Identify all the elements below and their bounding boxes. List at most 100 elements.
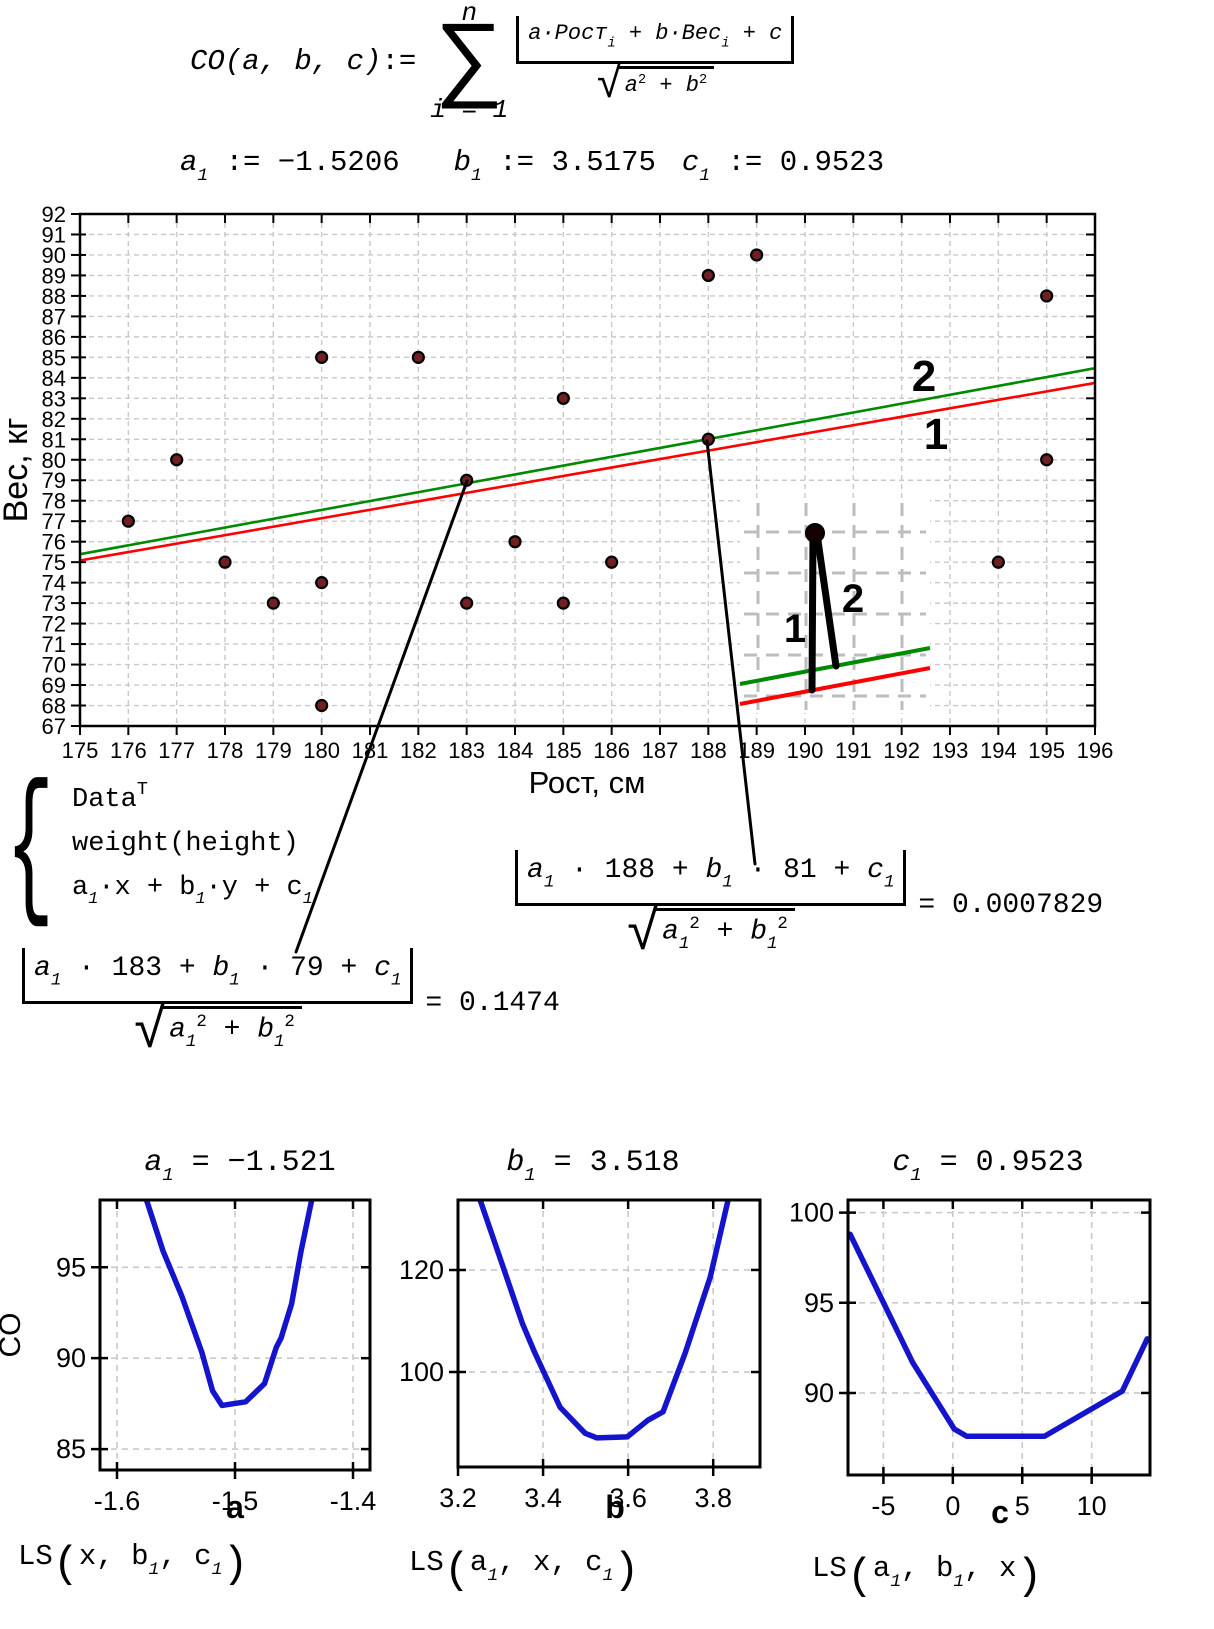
den-exp-b: 2 bbox=[699, 72, 708, 88]
radicand: a2 + b2 bbox=[617, 65, 715, 98]
ls3-open-paren: ( bbox=[846, 1553, 873, 1603]
xaxis-letter-a: a bbox=[226, 1489, 244, 1525]
y-tick-label: 95 bbox=[56, 1252, 86, 1282]
ls3-arg3: x bbox=[998, 1552, 1017, 1585]
ls1-arg3-sub: 1 bbox=[211, 1559, 223, 1580]
ls2-open-paren: ( bbox=[443, 1547, 470, 1597]
dist2-fraction: a1 · 188 + b1 · 81 + c1 √ a12 + b12 bbox=[515, 850, 907, 962]
x-tick-label: 177 bbox=[158, 738, 195, 763]
y-tick-label: 95 bbox=[804, 1288, 834, 1318]
x-tick-label: 186 bbox=[593, 738, 630, 763]
y-tick-label: 100 bbox=[399, 1357, 444, 1387]
plot-trace-list: { DataT weight(height) a1·x + b1·y + c1 bbox=[6, 768, 313, 936]
trace-data: Data bbox=[72, 784, 137, 815]
x-tick-label: 193 bbox=[932, 738, 969, 763]
trace-data-transpose: T bbox=[136, 779, 148, 800]
data-point bbox=[556, 391, 570, 405]
var-c: c bbox=[681, 146, 700, 179]
title-a-value: = −1.521 bbox=[173, 1146, 336, 1180]
y-tick-label: 77 bbox=[42, 509, 66, 534]
y-tick-label: 76 bbox=[42, 530, 66, 555]
fit-line-2 bbox=[79, 366, 1096, 556]
y-tick-label: 87 bbox=[42, 304, 66, 329]
formula-co-args: (a, b, c) bbox=[224, 45, 382, 79]
ls1-arg1: x bbox=[78, 1540, 97, 1573]
y-tick-label: 75 bbox=[42, 550, 66, 575]
data-point bbox=[218, 555, 232, 569]
data-point bbox=[411, 350, 425, 364]
data-point bbox=[701, 268, 715, 283]
d1-a-sub: 1 bbox=[50, 971, 62, 991]
inset-label-2: 2 bbox=[842, 577, 864, 621]
small-chart-c: -5 0 5 10 100 95 90 bbox=[789, 1198, 1152, 1521]
assignments-row: a1 := −1.5206 b1 := 3.5175 c1 := 0.9523 bbox=[180, 146, 884, 186]
formula-co-name: CO bbox=[190, 45, 225, 79]
d2-m2: · 81 + bbox=[732, 855, 868, 886]
trace-row-data: DataT bbox=[72, 778, 313, 818]
y-tick-label: 100 bbox=[789, 1198, 834, 1228]
x-tick-label: 5 bbox=[1015, 1491, 1030, 1521]
title-co-vs-b: b1 = 3.518 bbox=[468, 1146, 718, 1186]
co-curve-b bbox=[477, 1200, 731, 1441]
x-tick-label: 185 bbox=[545, 738, 582, 763]
d1-c-sub: 1 bbox=[390, 971, 402, 991]
ls1-arg2: b bbox=[131, 1540, 149, 1573]
d2-b: b bbox=[705, 855, 723, 886]
data-point bbox=[315, 698, 329, 713]
d2-den-a-sub: 1 bbox=[678, 934, 690, 954]
data-point bbox=[315, 350, 329, 364]
x-tick-label: 190 bbox=[787, 738, 824, 763]
ls2-arg1-sub: 1 bbox=[487, 1565, 499, 1586]
x-tick-label: -1.4 bbox=[330, 1486, 377, 1516]
sum-lower-limit: i = 1 bbox=[430, 95, 509, 126]
data-point bbox=[991, 555, 1005, 569]
y-tick-label: 79 bbox=[42, 468, 66, 493]
x-tick-label: 183 bbox=[448, 738, 485, 763]
y-tick-label: 90 bbox=[56, 1343, 86, 1373]
line-label-1: 1 bbox=[924, 410, 948, 459]
y-tick-label: 69 bbox=[42, 673, 66, 698]
fraction-bar bbox=[515, 902, 907, 906]
ls1-comma1: , bbox=[96, 1540, 132, 1573]
y-tick-label: 80 bbox=[42, 448, 66, 473]
dist1-denominator: √ a12 + b12 bbox=[133, 999, 302, 1064]
d1-den-a: a bbox=[169, 1013, 186, 1045]
dist2-radicand: a12 + b12 bbox=[655, 907, 795, 955]
var-a: a bbox=[180, 146, 198, 179]
trace-brace: { bbox=[6, 761, 55, 942]
den-var-a: a bbox=[624, 72, 638, 98]
trace-m1: ·x + bbox=[98, 873, 180, 904]
data-point bbox=[556, 596, 570, 610]
co-curve-a bbox=[143, 1200, 315, 1409]
x-tick-label: 192 bbox=[883, 738, 920, 763]
x-tick-label: 196 bbox=[1077, 738, 1114, 763]
yaxis-title: Вес, кг bbox=[0, 418, 35, 523]
fraction-bar bbox=[22, 1000, 414, 1004]
inset-point bbox=[805, 523, 825, 543]
sum-upper-limit: n bbox=[461, 0, 478, 28]
assignment-a1: a1 := −1.5206 bbox=[180, 146, 400, 186]
y-tick-label: 88 bbox=[42, 284, 66, 309]
d1-den-b-exp: 2 bbox=[284, 1012, 295, 1032]
var-a-value: := −1.5206 bbox=[208, 146, 400, 179]
y-tick-label: 84 bbox=[42, 366, 66, 391]
radical-icon: √ bbox=[596, 60, 623, 111]
d2-den-b: b bbox=[750, 915, 767, 947]
assignment-b1: b1 := 3.5175 bbox=[454, 146, 656, 186]
data-point bbox=[170, 453, 184, 467]
trace-rows: DataT weight(height) a1·x + b1·y + c1 bbox=[72, 768, 313, 911]
d1-b-sub: 1 bbox=[229, 971, 240, 991]
title-c-var: c bbox=[892, 1146, 911, 1180]
x-tick-label: 10 bbox=[1077, 1491, 1107, 1521]
x-tick-label: 188 bbox=[690, 738, 727, 763]
d1-den-b-sub: 1 bbox=[274, 1032, 285, 1052]
y-tick-label: 72 bbox=[42, 612, 66, 637]
d2-m1: · 188 + bbox=[554, 855, 706, 886]
ls3-arg1: a bbox=[872, 1552, 891, 1585]
radical-icon: √ bbox=[133, 999, 168, 1064]
title-b-value: = 3.518 bbox=[535, 1146, 680, 1180]
ls3-arg1-sub: 1 bbox=[890, 1571, 902, 1592]
d2-den-b-exp: 2 bbox=[777, 914, 788, 934]
dist1-result: = 0.1474 bbox=[425, 987, 560, 1019]
ls3-close-paren: ) bbox=[1016, 1553, 1043, 1603]
